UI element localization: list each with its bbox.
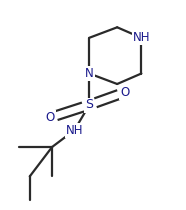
- Text: O: O: [120, 86, 129, 99]
- Text: N: N: [85, 67, 94, 80]
- Text: S: S: [85, 98, 93, 112]
- Text: NH: NH: [133, 31, 150, 44]
- Text: NH: NH: [66, 124, 83, 137]
- Text: O: O: [46, 111, 55, 124]
